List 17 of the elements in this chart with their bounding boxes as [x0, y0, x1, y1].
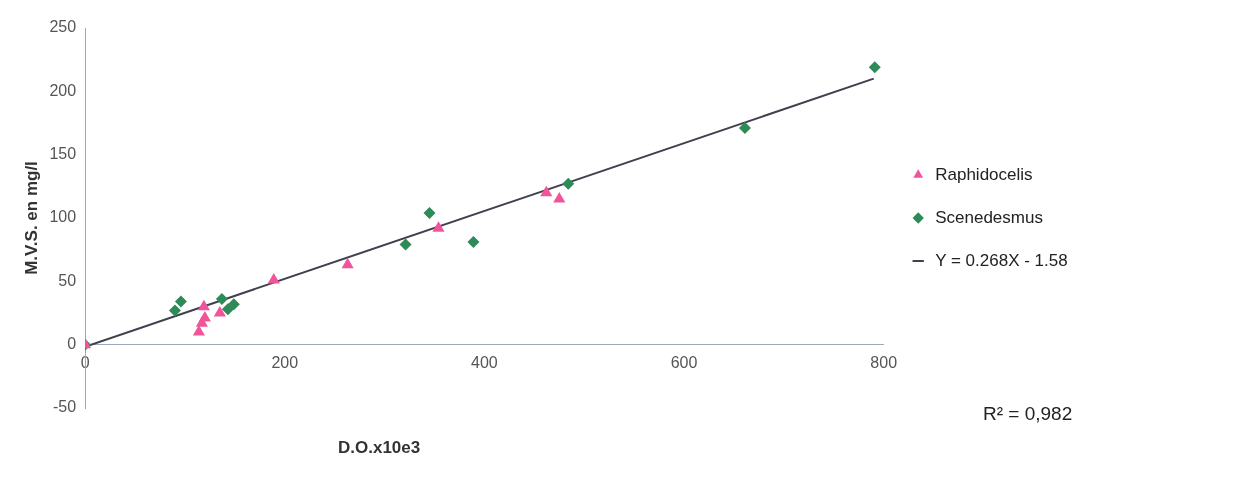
x-axis-title: D.O.x10e3 — [338, 438, 421, 458]
x-tick-label: 400 — [471, 353, 498, 371]
x-tick-label: 800 — [870, 353, 898, 371]
y-tick-label: 0 — [67, 335, 77, 353]
y-tick-label: 200 — [49, 81, 77, 99]
legend-label: Raphidocelis — [935, 164, 1033, 184]
y-tick-label: -50 — [52, 398, 77, 416]
x-tick-label: 200 — [271, 353, 299, 371]
y-axis-title: M.V.S. en mg/l — [21, 161, 41, 275]
text: R² = 0,982 — [983, 403, 1073, 425]
y-tick-label: 150 — [49, 145, 77, 163]
legend-label: Y = 0.268X - 1.58 — [935, 250, 1068, 270]
x-tick-label: 600 — [670, 353, 698, 371]
y-tick-label: 100 — [49, 208, 77, 226]
y-tick-label: 50 — [58, 271, 77, 289]
y-tick-label: 250 — [49, 18, 77, 36]
legend-label: Scenedesmus — [935, 207, 1043, 227]
